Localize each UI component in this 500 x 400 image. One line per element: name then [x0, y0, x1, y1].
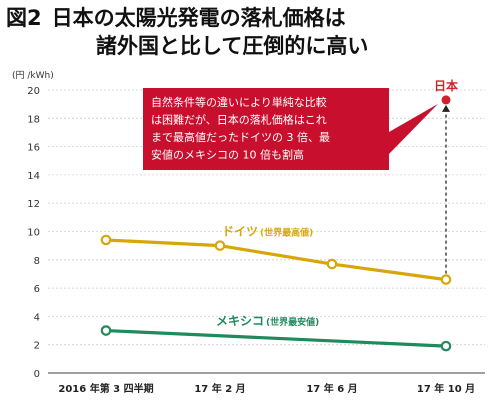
japan-arrow-head	[442, 104, 450, 112]
germany-sub: (世界最高値)	[260, 227, 313, 239]
y-tick-labels: 0 2 4 6 8 10 12 14 16 18 20	[27, 86, 40, 380]
callout-line-1: は困難だが、日本の落札価格はこれ	[151, 113, 327, 127]
series-0-point-0	[100, 234, 112, 246]
y-tick-2: 2	[34, 341, 40, 352]
y-grid	[48, 89, 485, 346]
y-tick-0: 0	[34, 369, 40, 380]
x-tick-3: 17 年 10 月	[417, 382, 475, 395]
callout-box: 自然条件等の違いにより単純な比較は困難だが、日本の落札価格はこれまで最高値だった…	[143, 88, 438, 170]
callout-pointer	[389, 103, 438, 154]
mexico-sub: (世界最安値)	[266, 316, 319, 328]
title-line-2: 諸外国と比して圧倒的に高い	[96, 34, 369, 58]
y-tick-18: 18	[27, 114, 40, 125]
series-1-point-3	[440, 340, 452, 352]
series-0	[100, 234, 452, 285]
x-tick-1: 17 年 2 月	[194, 382, 245, 395]
y-tick-12: 12	[27, 199, 40, 210]
y-tick-14: 14	[27, 171, 40, 182]
series-0-point-3	[440, 274, 452, 285]
series-line-0	[105, 238, 447, 282]
y-tick-10: 10	[27, 228, 40, 239]
japan-point	[441, 95, 451, 105]
y-tick-20: 20	[27, 86, 40, 97]
chart-title: 図2 日本の太陽光発電の落札価格は 諸外国と比して圧倒的に高い	[6, 4, 496, 60]
mexico-label: メキシコ (世界最安値)	[216, 314, 319, 328]
series-group: ドイツ (世界最高値) メキシコ (世界最安値)	[100, 225, 452, 352]
mexico-name: メキシコ	[216, 314, 264, 328]
title-line-1: 日本の太陽光発電の落札価格は	[51, 6, 346, 30]
callout-rect	[143, 88, 389, 170]
y-tick-6: 6	[34, 284, 40, 295]
callout-line-3: 安値のメキシコの 10 倍も割高	[151, 148, 304, 162]
germany-label: ドイツ (世界最高値)	[222, 225, 313, 239]
series-1	[100, 325, 452, 352]
y-tick-8: 8	[34, 256, 40, 267]
y-tick-16: 16	[27, 143, 40, 154]
series-line-1	[105, 328, 447, 348]
callout-line-2: まで最高値だったドイツの 3 倍、最	[151, 130, 330, 144]
x-tick-0: 2016 年第 3 四半期	[58, 382, 153, 395]
germany-name: ドイツ	[222, 225, 258, 239]
japan-label: 日本	[434, 78, 458, 93]
callout-line-0: 自然条件等の違いにより単純な比較	[151, 95, 327, 109]
series-1-point-0	[100, 325, 112, 336]
series-0-point-2	[326, 258, 338, 270]
y-axis-unit-label: (円 /kWh)	[12, 70, 54, 81]
x-tick-2: 17 年 6 月	[306, 382, 357, 395]
japan-group: 日本	[434, 78, 458, 274]
x-tick-labels: 2016 年第 3 四半期 17 年 2 月 17 年 6 月 17 年 10 月	[58, 382, 475, 395]
series-0-point-1	[214, 240, 226, 251]
y-tick-4: 4	[34, 312, 40, 323]
figure-label: 図2	[6, 6, 42, 30]
